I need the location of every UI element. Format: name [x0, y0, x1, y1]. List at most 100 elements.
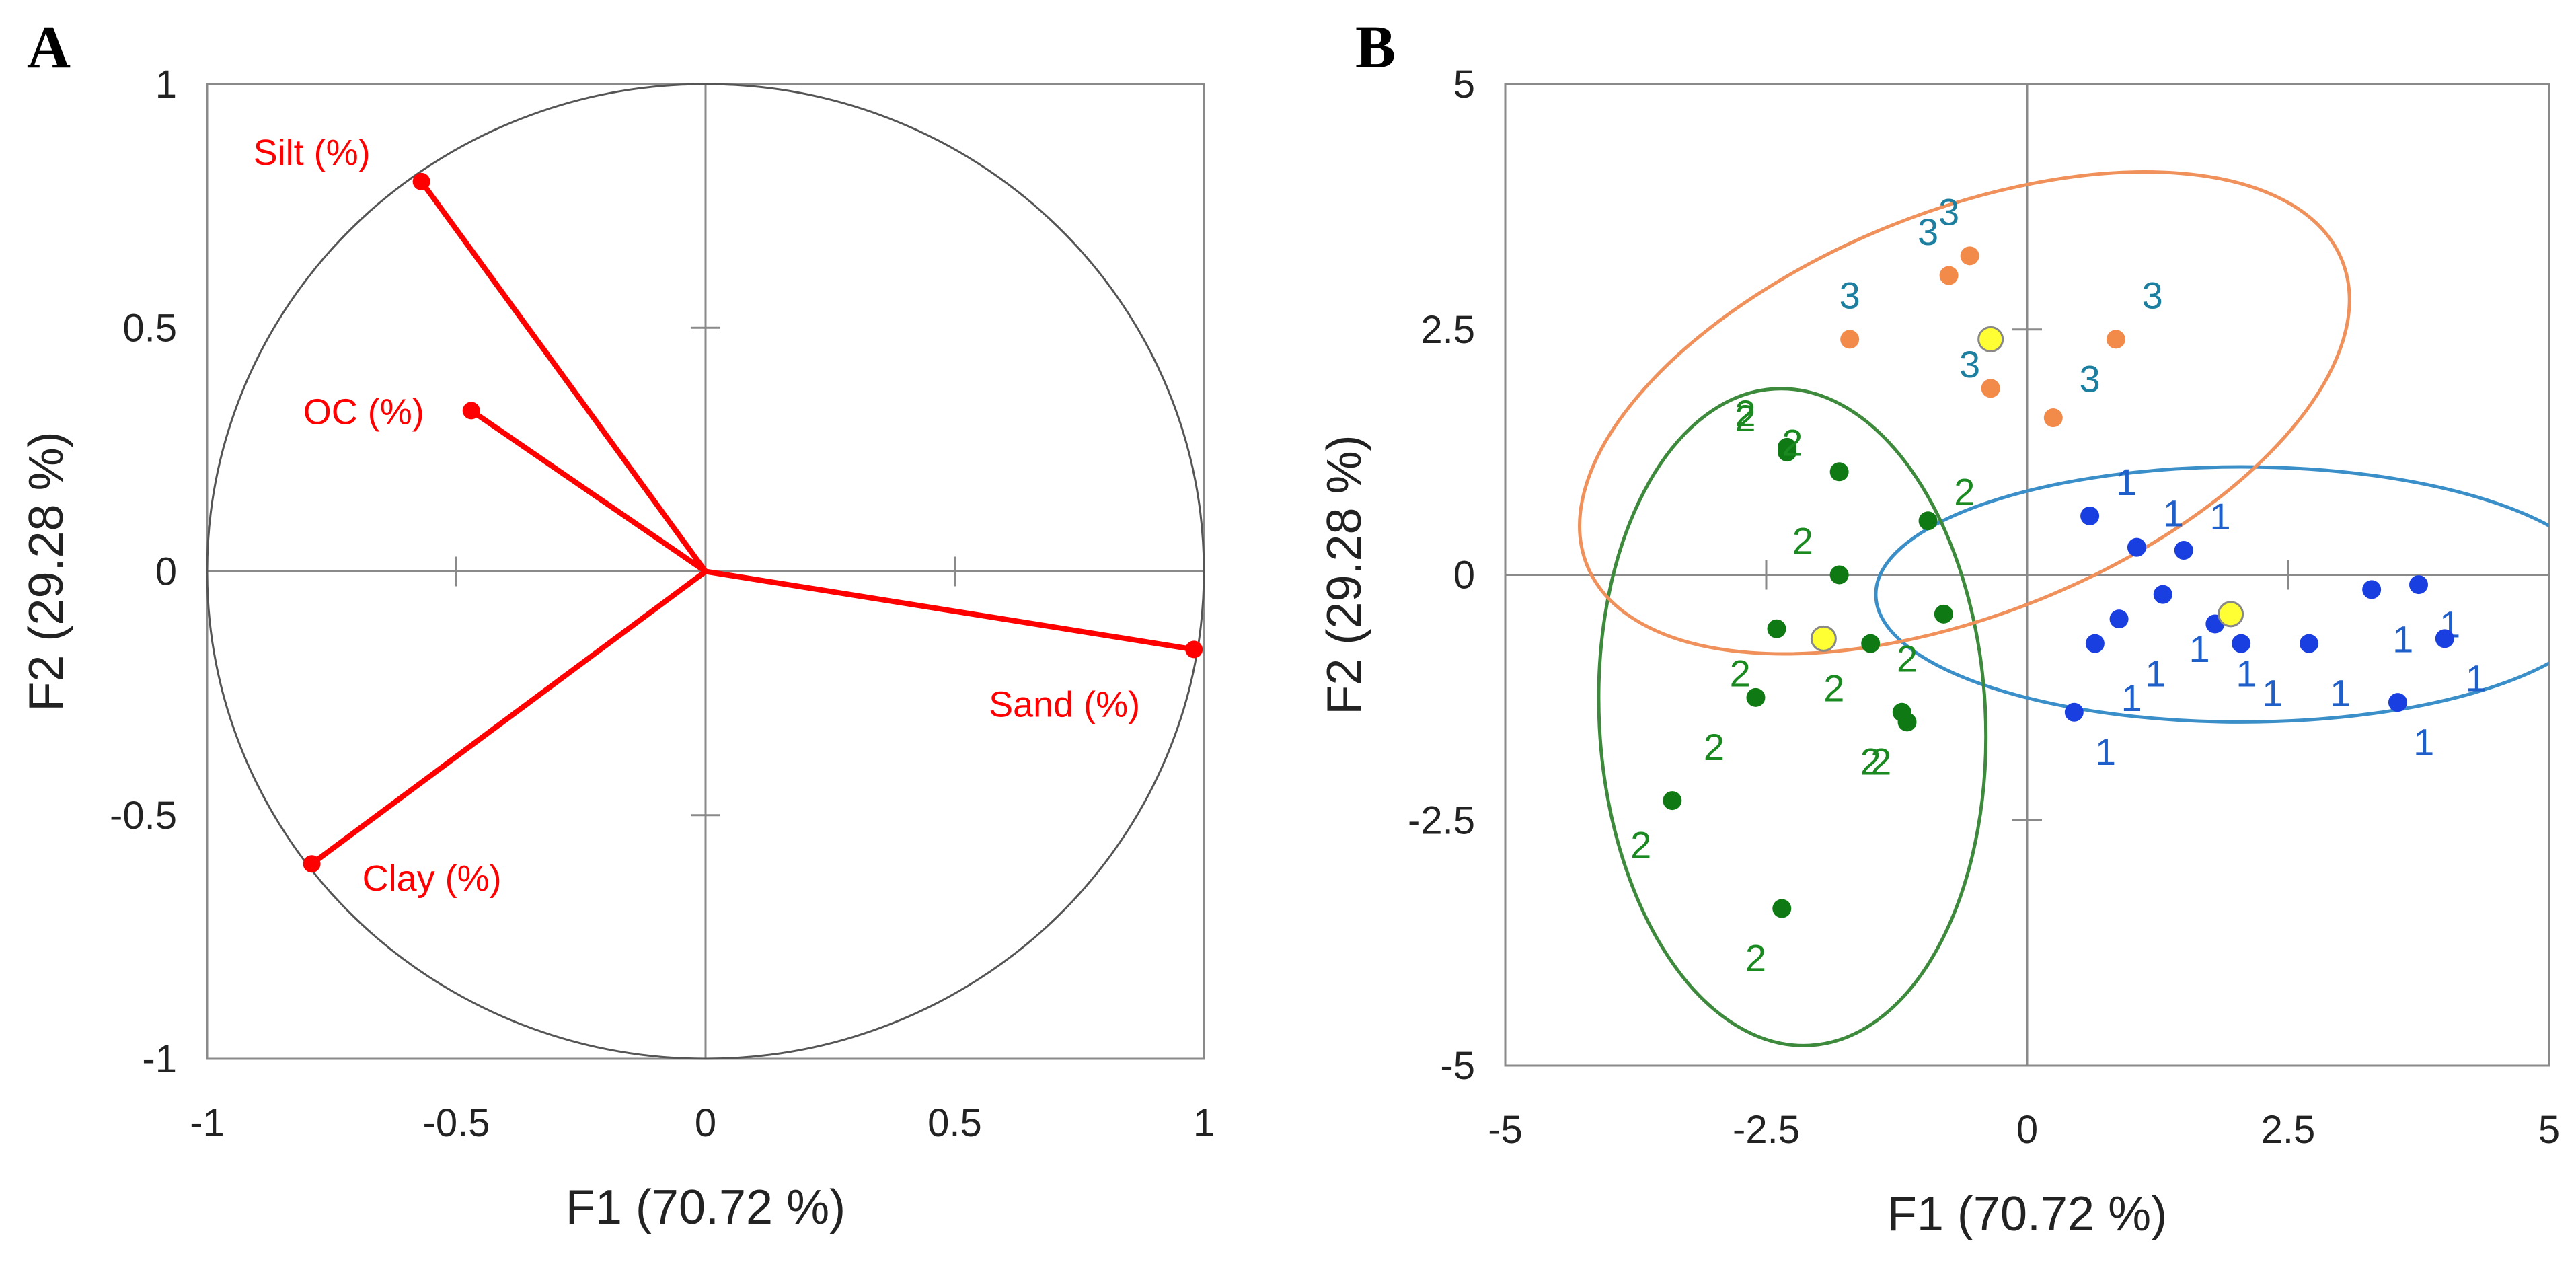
vector-label: OC (%): [303, 392, 424, 432]
loading-vector-tip: [1185, 640, 1203, 659]
group-1-point: [2127, 537, 2146, 557]
group-1-point-label: 1: [2262, 672, 2283, 714]
loading-vector-line: [310, 569, 708, 866]
x-axis-label: F1 (70.72 %): [566, 1181, 845, 1234]
group-2-point-label: 2: [1870, 741, 1891, 783]
group-2-point-label: 2: [1730, 652, 1751, 694]
y-tick-label: 0.5: [122, 306, 177, 350]
correlation-circle-chart: -1 -0.5 0 0.5 1 -1 -0.5 0 0.5 1 F1 (70.72 %) F2 (29…: [20, 63, 1215, 1234]
group-3-point: [1981, 379, 2000, 398]
group-1-point-label: 1: [2121, 677, 2142, 719]
group-3-point: [2106, 330, 2125, 349]
group-centroid-marker: [1977, 326, 2004, 352]
y-tick-label: 5: [1453, 63, 1475, 106]
group-1-point-label: 1: [2466, 657, 2487, 700]
loading-vector-tip: [412, 172, 430, 190]
y-tick-label: -2.5: [1408, 798, 1475, 842]
group-2-point: [1829, 462, 1849, 482]
unit-correlation-circle: [206, 83, 1205, 1060]
y-tick-label: -5: [1440, 1044, 1475, 1088]
group-2-point: [1897, 712, 1917, 732]
x-tick-label: 2.5: [2261, 1108, 2316, 1152]
group-3-point: [1939, 266, 1959, 285]
group-1-point-label: 1: [2095, 731, 2116, 773]
group-1-point: [2080, 506, 2100, 525]
group-2-point-label: 2: [1792, 519, 1813, 562]
group-2-point-label: 2: [1745, 937, 1766, 979]
group-2-point-label: 2: [1860, 741, 1881, 783]
panel-letter-b: B: [1355, 14, 1396, 81]
group-3-ellipse: [1578, 170, 2351, 656]
loading-vector-tip: [462, 402, 480, 420]
group-1-point: [2435, 629, 2454, 648]
vector-label: Sand (%): [989, 684, 1140, 724]
pca-scores-chart: -5 -2.5 0 2.5 5 -5 -2.5 0 2.5 5 F1 (70.72 %) F2 (29…: [1318, 63, 2560, 1241]
group-3-point: [2043, 408, 2063, 428]
group-1-point: [2388, 693, 2407, 712]
group-2-point: [1829, 565, 1849, 585]
group-2-point: [1918, 511, 1938, 531]
group-1-point: [2153, 585, 2172, 604]
group-3-point: [1960, 246, 1979, 266]
loading-vector-line: [705, 568, 1195, 653]
y-axis-label: F2 (29.28 %): [1318, 435, 1371, 714]
group-2-point: [1767, 619, 1786, 638]
group-1-point-label: 1: [2116, 461, 2137, 503]
group-2-point: [1861, 634, 1881, 653]
group-1-point: [2362, 580, 2382, 599]
y-tick-label: 2.5: [1420, 308, 1475, 352]
group-1-point-label: 1: [2163, 492, 2184, 535]
group-2-ellipse: [1597, 387, 1988, 1047]
loading-vector-line: [469, 408, 708, 574]
group-1-point: [2300, 634, 2319, 653]
x-axis-label: F1 (70.72 %): [1887, 1187, 2167, 1241]
x-tick-label: 5: [2538, 1108, 2560, 1152]
group-1-point-label: 1: [2210, 495, 2231, 537]
group-1-point-label: 1: [2189, 628, 2210, 670]
group-1-point-label: 1: [2413, 721, 2434, 764]
group-1-point: [2085, 634, 2105, 653]
group-2-point: [1772, 899, 1792, 918]
group-3-point-label: 3: [2142, 274, 2163, 317]
group-2-point-label: 2: [1735, 397, 1755, 439]
group-2-point: [1778, 443, 1797, 462]
vector-label: Silt (%): [254, 133, 371, 173]
group-1-ellipse: [1874, 465, 2549, 724]
group-2-point-label: 2: [1735, 392, 1755, 435]
y-tick-label: 0: [1453, 554, 1475, 597]
group-2-point-label: 2: [1782, 422, 1803, 464]
y-tick-label: 1: [155, 63, 177, 106]
x-tick-label: -0.5: [423, 1101, 490, 1145]
group-2-point-label: 2: [1823, 667, 1844, 709]
x-tick-label: 1: [1193, 1101, 1215, 1145]
group-3-point-label: 3: [1938, 191, 1959, 233]
loading-vector-tip: [303, 855, 321, 873]
group-1-point-label: 1: [2392, 618, 2413, 660]
group-3-point-label: 3: [1840, 274, 1860, 317]
group-centroid-marker: [2218, 601, 2244, 628]
group-3-point-label: 3: [2080, 358, 2100, 400]
group-1-point: [2109, 609, 2129, 629]
y-axis-label: F2 (29.28 %): [20, 431, 73, 711]
group-1-point: [2409, 575, 2428, 595]
panel-letter-a: A: [27, 14, 71, 81]
confidence-ellipses: [1578, 170, 2549, 1047]
group-3-point-label: 3: [1959, 343, 1980, 385]
group-2-point: [1934, 604, 1953, 624]
group-1-point-label: 1: [2330, 672, 2351, 714]
group-1-point: [2064, 702, 2084, 722]
group-2-point: [1746, 687, 1766, 707]
vector-label: Clay (%): [363, 858, 502, 899]
group-2-point-label: 2: [1954, 470, 1975, 513]
group-1-point-label: 1: [2145, 652, 2166, 694]
x-tick-label: 0: [695, 1101, 716, 1145]
group-1-point: [2174, 541, 2193, 560]
group-1-point: [2232, 634, 2251, 653]
x-tick-label: 0: [2016, 1108, 2038, 1152]
group-centroid-marker: [1810, 625, 1837, 652]
y-tick-label: -0.5: [110, 794, 177, 838]
y-tick-label: -1: [142, 1037, 177, 1081]
group-2-point-label: 2: [1630, 824, 1651, 866]
loading-vector-line: [419, 180, 708, 573]
